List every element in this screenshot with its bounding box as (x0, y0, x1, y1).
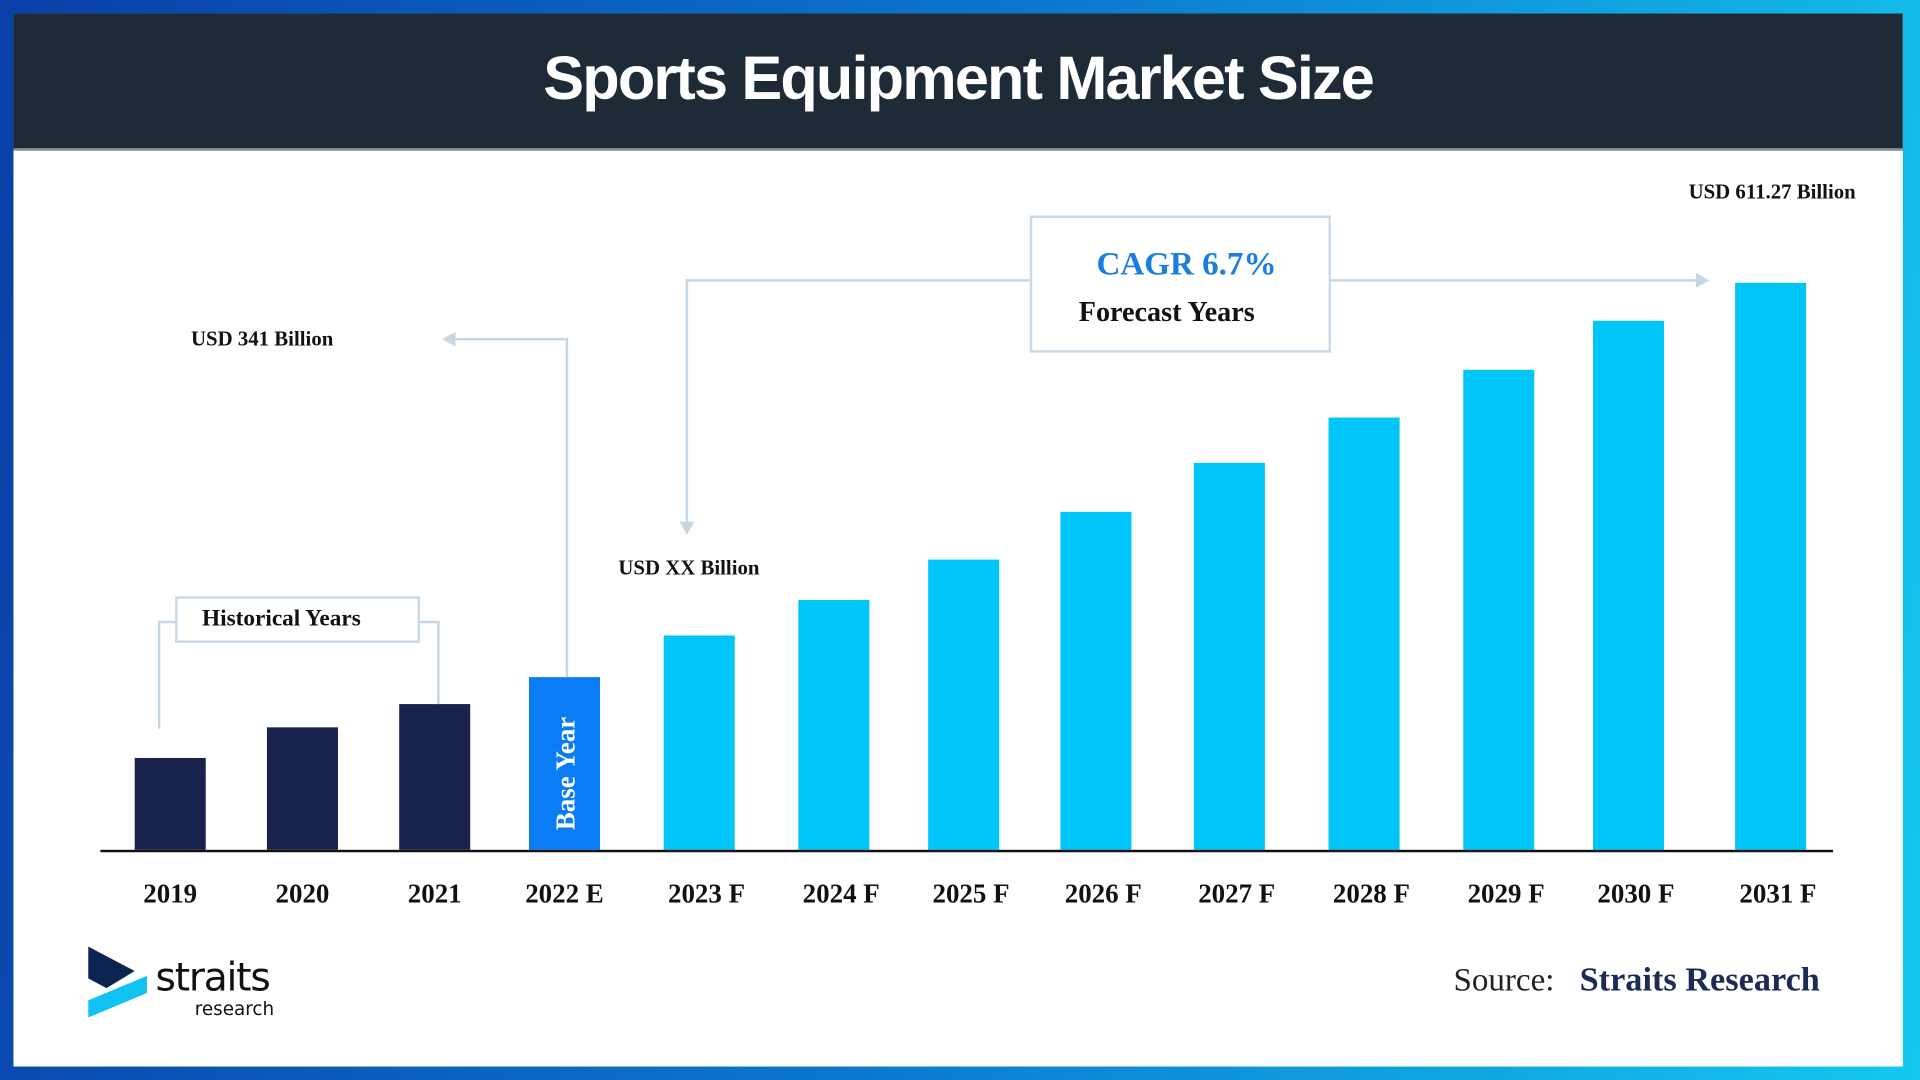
x-tick-label: 2023 F (667, 877, 746, 909)
base-year-label: Base Year (549, 716, 581, 831)
base-arrow-horizontal (454, 337, 569, 341)
chart-title: Sports Equipment Market Size (543, 44, 1375, 113)
bar-2029-f (1463, 370, 1535, 850)
bar-2028-f (1328, 417, 1400, 850)
bar-2020 (266, 727, 338, 850)
source-name: Straits Research (1579, 961, 1820, 1000)
historical-bracket-right-tick (420, 620, 438, 624)
header: Sports Equipment Market Size (13, 13, 1903, 151)
logo-mark-icon (88, 946, 147, 1018)
arrow-left-icon (442, 331, 456, 347)
bar-2030-f (1593, 321, 1665, 850)
straits-research-logo: straits research (88, 946, 296, 1023)
x-tick-label: 2028 F (1332, 877, 1410, 909)
x-tick-label: 2027 F (1198, 877, 1276, 909)
source-label: Source: (1453, 961, 1555, 998)
arrow-down-icon (679, 521, 695, 536)
usd-mid-label: USD XX Billion (618, 555, 760, 580)
x-tick-label: 2021 (407, 877, 462, 909)
cagr-box: CAGR 6.7% Forecast Years (1029, 215, 1332, 353)
x-tick-label: 2020 (275, 877, 330, 909)
forecast-arrow-left-horizontal (685, 279, 1033, 282)
base-arrow-vertical (565, 337, 569, 678)
logo-sub-text: research (194, 997, 275, 1021)
x-tick-label: 2029 F (1467, 877, 1545, 909)
forecast-years-label: Forecast Years (1078, 296, 1255, 327)
forecast-arrow-right-horizontal (1328, 279, 1696, 282)
arrow-right-icon (1695, 273, 1710, 288)
bar-2019 (134, 757, 206, 850)
x-tick-label: 2022 E (525, 877, 604, 909)
historical-bracket-left (157, 620, 161, 729)
x-tick-label: 2031 F (1739, 877, 1817, 909)
bar-2024-f (798, 600, 870, 850)
bar-2022-e (528, 677, 601, 850)
forecast-arrow-left-vertical (685, 279, 689, 525)
logo-main-text: straits (155, 953, 271, 1001)
x-axis-line (100, 849, 1834, 853)
bar-2023-f (663, 635, 735, 850)
bar-2021 (399, 704, 471, 850)
bar-2026-f (1060, 512, 1132, 850)
bar-2027-f (1193, 463, 1265, 850)
bar-2031-f (1735, 282, 1807, 850)
x-tick-label: 2026 F (1064, 877, 1142, 909)
historical-bracket-left-tick (157, 620, 176, 624)
x-tick-label: 2024 F (802, 877, 880, 909)
historical-years-label: Historical Years (202, 606, 361, 632)
x-tick-label: 2030 F (1597, 877, 1675, 909)
x-tick-label: 2025 F (932, 877, 1010, 909)
usd-end-label: USD 611.27 Billion (1688, 180, 1856, 204)
historical-years-box: Historical Years (175, 596, 421, 643)
bar-2025-f (928, 559, 1000, 850)
cagr-label: CAGR 6.7% (1096, 244, 1277, 282)
x-tick-label: 2019 (143, 877, 198, 909)
chart-card: Sports Equipment Market Size 2019 2020 202… (13, 13, 1903, 1067)
usd-base-label: USD 341 Billion (191, 326, 334, 351)
historical-bracket-right (437, 620, 440, 705)
